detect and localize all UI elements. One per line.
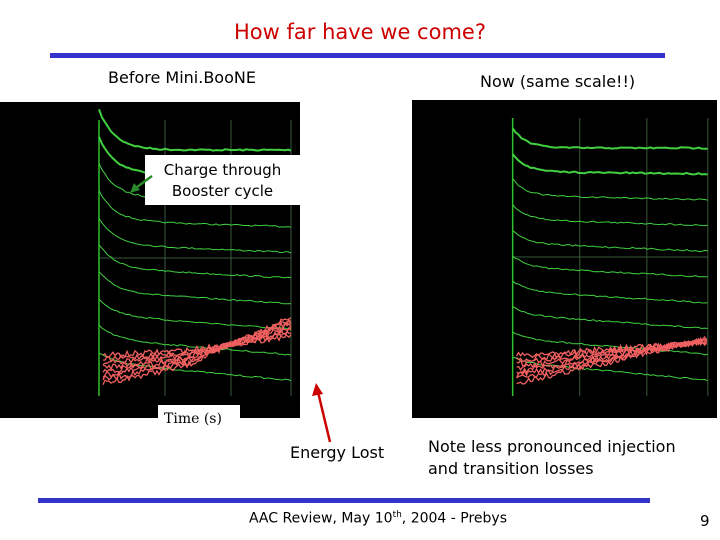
scope-right-traces — [511, 118, 709, 396]
footer-rule — [38, 498, 650, 503]
scope-trace — [98, 271, 292, 305]
scope-band — [516, 339, 707, 359]
scope-band — [102, 322, 292, 374]
scope-trace — [98, 244, 292, 279]
time-box — [158, 405, 240, 431]
scope-trace — [512, 230, 708, 253]
footer-text: AAC Review, May 10 — [248, 510, 393, 527]
footer: AAC Review, May 10th, 2004 - Prebys — [0, 510, 720, 527]
scope-trace — [98, 190, 292, 228]
scope-band — [102, 318, 292, 378]
scope-trace — [98, 324, 292, 356]
scope-band — [102, 326, 292, 371]
scope-trace — [512, 204, 708, 227]
scope-trace — [98, 218, 292, 254]
callout-box — [145, 155, 300, 205]
scope-trace — [98, 298, 292, 330]
note-line: and transition losses — [428, 459, 594, 478]
scope-trace — [512, 331, 708, 356]
note-line: Note less pronounced injection — [428, 437, 676, 456]
page-number: 9 — [700, 512, 710, 530]
left-label: Before Mini.BooNE — [108, 68, 256, 87]
title: How far have we come? — [234, 20, 486, 44]
title-rule — [50, 53, 665, 58]
right-label: Now (same scale!!) — [480, 72, 636, 91]
callout-line: Booster cycle — [171, 182, 274, 200]
footer-text: , 2004 - Prebys — [401, 510, 508, 527]
scope-band — [516, 340, 708, 363]
scope-trace — [98, 108, 292, 152]
energy-arrow — [316, 391, 332, 443]
time-label: Time (s) — [164, 411, 222, 427]
charge-callout: Charge through Booster cycle — [145, 160, 300, 202]
scope-trace — [512, 178, 708, 201]
scope-trace — [511, 127, 708, 150]
energy-label: Energy Lost — [290, 443, 385, 462]
scope-band — [102, 320, 292, 381]
callout-line: Charge through — [163, 161, 282, 179]
scope-band — [102, 333, 292, 359]
note: Note less pronounced injection and trans… — [428, 436, 676, 480]
scope-trace — [512, 280, 708, 304]
scope-left — [0, 102, 300, 418]
energy-arrowhead — [312, 383, 323, 396]
charge-arrowhead — [130, 183, 140, 193]
scope-trace — [512, 255, 708, 278]
footer-sup: th — [392, 510, 402, 520]
scope-trace — [512, 306, 708, 330]
scope-trace — [511, 153, 708, 176]
